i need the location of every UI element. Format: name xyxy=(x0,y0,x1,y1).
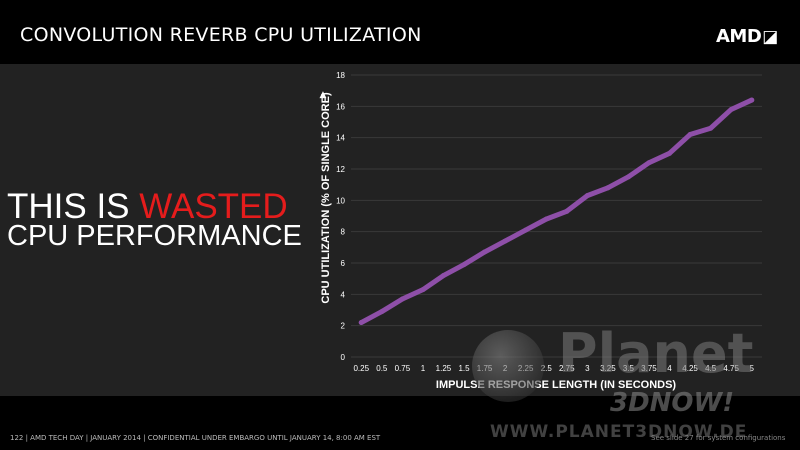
y-tick-labels: 0 2 4 6 8 10 12 14 16 18 xyxy=(336,71,345,362)
x-tick-label: 0.75 xyxy=(395,364,411,373)
data-point xyxy=(687,132,693,138)
series-line-0 xyxy=(358,97,755,326)
x-tick-label: 2.25 xyxy=(518,364,534,373)
data-point xyxy=(461,262,467,268)
title-bar xyxy=(0,0,800,64)
data-point xyxy=(625,174,631,180)
slide-title: CONVOLUTION REVERB CPU UTILIZATION xyxy=(20,24,422,46)
data-point xyxy=(482,249,488,255)
footnote: See slide 27 for system configurations xyxy=(651,434,786,442)
data-point xyxy=(523,227,529,233)
content-area xyxy=(0,64,800,396)
y-tick-label: 8 xyxy=(341,228,346,237)
data-point xyxy=(749,97,755,103)
y-tick-label: 4 xyxy=(341,290,346,299)
headline-line1: THIS IS WASTED xyxy=(7,189,302,224)
x-tick-label: 4.5 xyxy=(705,364,717,373)
amd-logo-text: AMD xyxy=(716,26,762,47)
amd-arrow-icon: ◪ xyxy=(762,27,778,47)
headline-prefix: THIS IS xyxy=(7,187,140,226)
x-tick-label: 4 xyxy=(667,364,672,373)
data-point xyxy=(564,208,570,214)
x-tick-label: 3.75 xyxy=(641,364,657,373)
x-tick-label: 1 xyxy=(421,364,426,373)
y-tick-label: 0 xyxy=(341,353,346,362)
x-tick-label: 3.5 xyxy=(623,364,635,373)
x-tick-label: 4.25 xyxy=(682,364,698,373)
x-tick-label: 3 xyxy=(585,364,590,373)
x-tick-label: 2 xyxy=(503,364,508,373)
y-tick-label: 10 xyxy=(336,196,345,205)
data-point xyxy=(420,287,426,293)
data-point xyxy=(605,185,611,191)
y-axis-arrow-icon: ▲ xyxy=(320,90,327,100)
x-tick-label: 2.5 xyxy=(541,364,553,373)
data-point xyxy=(728,106,734,112)
x-tick-label: 4.75 xyxy=(723,364,739,373)
y-tick-label: 2 xyxy=(341,322,346,331)
x-tick-label: 3.25 xyxy=(600,364,616,373)
data-point xyxy=(584,193,590,199)
y-tick-label: 14 xyxy=(336,134,345,143)
x-tick-label: 1.75 xyxy=(477,364,493,373)
x-tick-label: 1.25 xyxy=(436,364,452,373)
headline-accent: WASTED xyxy=(139,187,288,226)
y-tick-label: 6 xyxy=(341,259,346,268)
x-tick-label: 2.75 xyxy=(559,364,575,373)
y-tick-label: 16 xyxy=(336,102,345,111)
x-tick-label: 5 xyxy=(749,364,754,373)
headline-line2: CPU PERFORMANCE xyxy=(7,220,302,252)
y-tick-label: 12 xyxy=(336,165,345,174)
x-axis-label: IMPULSE RESPONSE LENGTH (IN SECONDS) xyxy=(436,379,677,391)
data-point xyxy=(646,160,652,166)
footer-text: 122 | AMD TECH DAY | JANUARY 2014 | CONF… xyxy=(10,434,381,442)
x-tick-label: 1.5 xyxy=(458,364,470,373)
x-tick-labels: 0.25 0.5 0.75 1 1.25 1.5 1.75 2 2.25 2.5 2.75 3 3.25… xyxy=(353,364,754,373)
data-point xyxy=(358,320,364,326)
data-point xyxy=(708,125,714,131)
y-tick-label: 18 xyxy=(336,71,345,80)
gridlines xyxy=(351,74,762,358)
data-point xyxy=(543,216,549,222)
x-tick-label: 0.25 xyxy=(353,364,369,373)
data-point xyxy=(399,296,405,302)
amd-logo: AMD◪ xyxy=(716,26,778,47)
data-point xyxy=(667,150,673,156)
headline: THIS IS WASTED CPU PERFORMANCE xyxy=(7,189,302,251)
series-line xyxy=(358,97,755,326)
data-point xyxy=(440,273,446,279)
x-tick-label: 0.5 xyxy=(376,364,388,373)
y-axis-label: CPU UTILIZATION (% OF SINGLE CORE) xyxy=(320,92,332,304)
data-point xyxy=(502,238,508,244)
footer-bar xyxy=(0,396,800,450)
data-point xyxy=(379,309,385,315)
